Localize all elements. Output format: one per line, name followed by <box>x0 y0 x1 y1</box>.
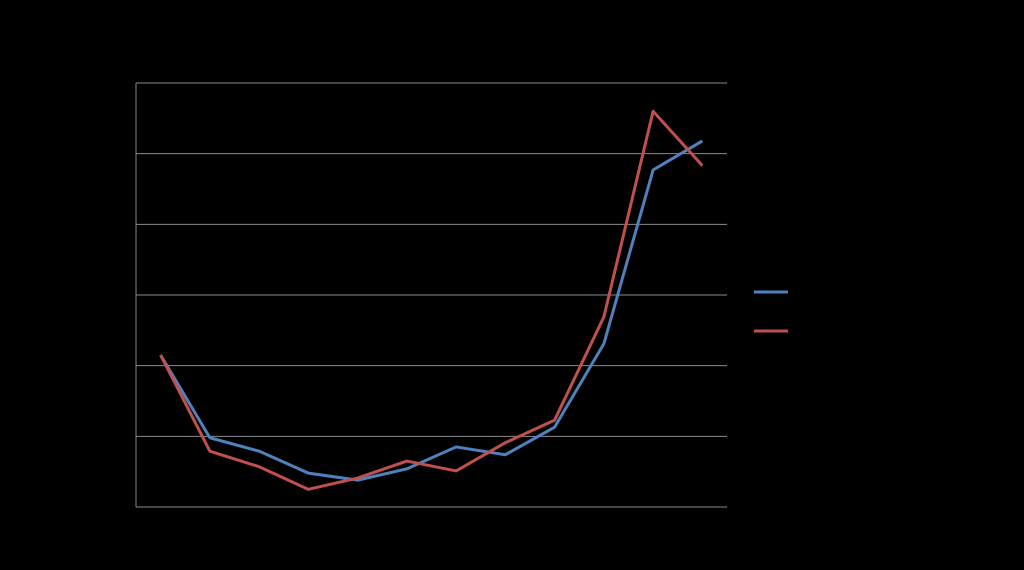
series-line <box>159 109 704 491</box>
series-line <box>159 139 704 482</box>
